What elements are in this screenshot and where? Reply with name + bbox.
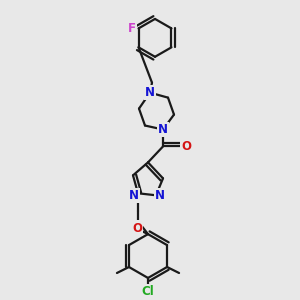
- Text: N: N: [158, 123, 168, 136]
- Text: O: O: [132, 222, 142, 235]
- Text: F: F: [128, 22, 136, 35]
- Text: N: N: [145, 86, 155, 99]
- Text: O: O: [181, 140, 191, 153]
- Text: N: N: [129, 189, 139, 202]
- Text: N: N: [155, 189, 165, 202]
- Text: Cl: Cl: [142, 285, 154, 298]
